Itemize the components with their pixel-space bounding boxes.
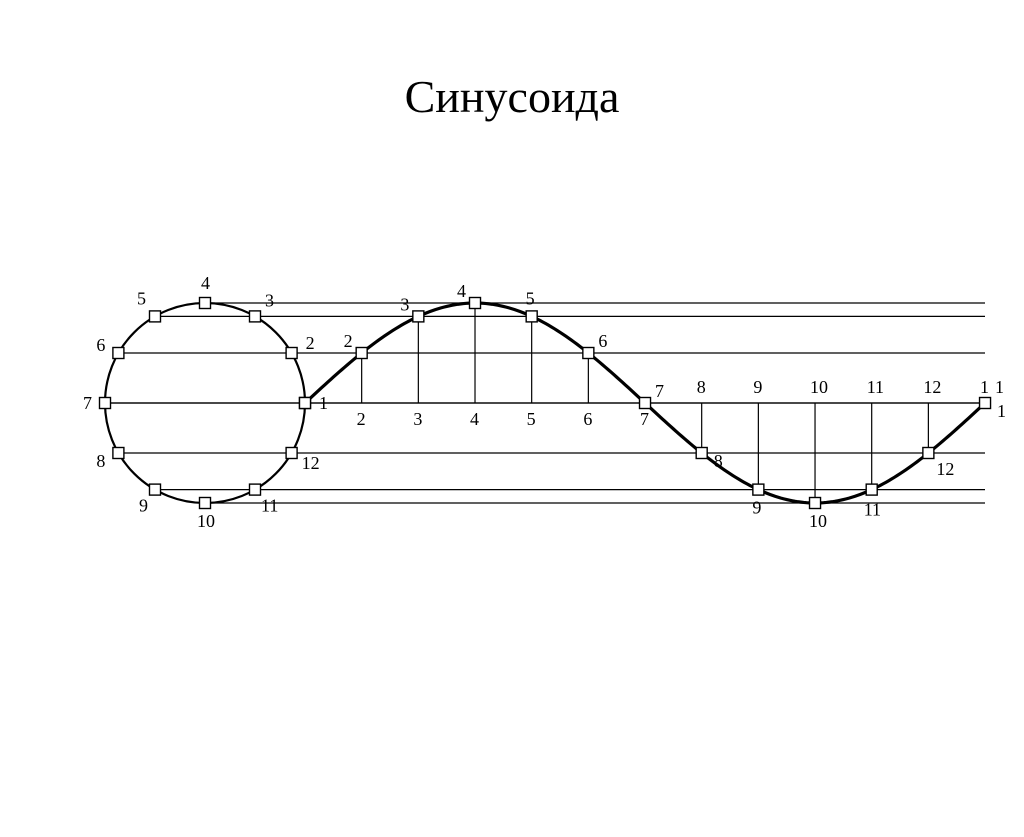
page-title: Синусоида bbox=[0, 70, 1024, 123]
wave-point-label: 4 bbox=[457, 281, 466, 301]
wave-point-label: 5 bbox=[526, 288, 535, 308]
circle-point-marker bbox=[113, 348, 124, 359]
wave-point-label: 6 bbox=[598, 331, 607, 351]
wave-point-label: 9 bbox=[752, 498, 761, 518]
wave-point-marker bbox=[356, 348, 367, 359]
circle-point-label: 5 bbox=[137, 288, 146, 308]
axis-tick-label: 1 bbox=[995, 377, 1004, 397]
wave-point-marker bbox=[300, 398, 311, 409]
axis-tick-label: 1 bbox=[980, 377, 989, 397]
circle-point-label: 11 bbox=[261, 496, 278, 516]
circle-point-marker bbox=[113, 448, 124, 459]
circle-point-marker bbox=[100, 398, 111, 409]
axis-tick-label: 10 bbox=[810, 377, 828, 397]
axis-tick-label: 9 bbox=[753, 377, 762, 397]
sinusoid-diagram: 1234567891011122345678910111211234567891… bbox=[0, 193, 1024, 613]
wave-point-marker bbox=[696, 448, 707, 459]
circle-point-marker bbox=[286, 448, 297, 459]
wave-point-marker bbox=[470, 298, 481, 309]
axis-tick-label: 8 bbox=[697, 377, 706, 397]
axis-tick-label: 12 bbox=[923, 377, 941, 397]
wave-point-label: 10 bbox=[809, 511, 827, 531]
wave-point-marker bbox=[753, 484, 764, 495]
circle-point-label: 3 bbox=[265, 290, 274, 310]
circle-point-marker bbox=[250, 484, 261, 495]
axis-tick-label: 7 bbox=[640, 409, 649, 429]
circle-point-label: 6 bbox=[96, 335, 105, 355]
wave-point-marker bbox=[526, 311, 537, 322]
axis-tick-label: 4 bbox=[470, 409, 479, 429]
wave-point-marker bbox=[866, 484, 877, 495]
wave-point-label: 1 bbox=[997, 401, 1006, 421]
sinusoid-svg: 1234567891011122345678910111211234567891… bbox=[0, 193, 1024, 613]
wave-point-marker bbox=[640, 398, 651, 409]
circle-point-label: 12 bbox=[302, 453, 320, 473]
wave-point-label: 2 bbox=[344, 331, 353, 351]
circle-point-label: 9 bbox=[139, 496, 148, 516]
circle-point-label: 10 bbox=[197, 511, 215, 531]
wave-point-marker bbox=[810, 498, 821, 509]
circle-point-label: 4 bbox=[201, 273, 210, 293]
circle-point-marker bbox=[150, 311, 161, 322]
circle-point-marker bbox=[200, 498, 211, 509]
wave-point-marker bbox=[923, 448, 934, 459]
wave-point-marker bbox=[583, 348, 594, 359]
axis-tick-label: 6 bbox=[583, 409, 592, 429]
wave-point-label: 12 bbox=[936, 459, 954, 479]
wave-point-label: 3 bbox=[400, 294, 409, 314]
circle-point-marker bbox=[250, 311, 261, 322]
axis-tick-label: 5 bbox=[527, 409, 536, 429]
wave-point-marker bbox=[413, 311, 424, 322]
circle-point-label: 2 bbox=[306, 333, 315, 353]
circle-point-marker bbox=[286, 348, 297, 359]
circle-point-label: 1 bbox=[319, 393, 328, 413]
wave-point-label: 11 bbox=[864, 500, 881, 520]
circle-point-label: 8 bbox=[96, 451, 105, 471]
wave-point-marker bbox=[980, 398, 991, 409]
circle-point-marker bbox=[150, 484, 161, 495]
circle-point-label: 7 bbox=[83, 393, 92, 413]
wave-point-label: 7 bbox=[655, 381, 664, 401]
axis-tick-label: 2 bbox=[357, 409, 366, 429]
circle-point-marker bbox=[200, 298, 211, 309]
axis-tick-label: 3 bbox=[413, 409, 422, 429]
axis-tick-label: 11 bbox=[867, 377, 884, 397]
wave-point-label: 8 bbox=[714, 451, 723, 471]
